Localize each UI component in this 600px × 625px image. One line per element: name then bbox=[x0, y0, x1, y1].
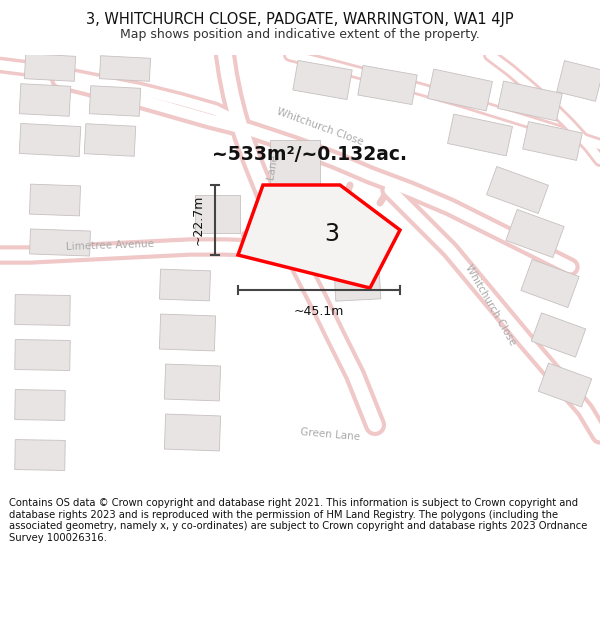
Text: ~45.1m: ~45.1m bbox=[294, 305, 344, 318]
Polygon shape bbox=[25, 54, 76, 81]
Text: Green Lane: Green Lane bbox=[260, 154, 280, 216]
Text: Whitchurch Close: Whitchurch Close bbox=[275, 107, 365, 148]
Polygon shape bbox=[15, 389, 65, 421]
Text: 3: 3 bbox=[325, 222, 340, 246]
Polygon shape bbox=[29, 184, 80, 216]
Polygon shape bbox=[164, 364, 221, 401]
Polygon shape bbox=[15, 339, 70, 371]
Polygon shape bbox=[523, 122, 583, 161]
Polygon shape bbox=[506, 209, 564, 258]
Text: Contains OS data © Crown copyright and database right 2021. This information is : Contains OS data © Crown copyright and d… bbox=[9, 498, 587, 543]
Polygon shape bbox=[100, 56, 151, 81]
Text: Limetree Avenue: Limetree Avenue bbox=[66, 239, 154, 251]
Polygon shape bbox=[531, 313, 586, 357]
Polygon shape bbox=[329, 224, 386, 261]
Polygon shape bbox=[84, 124, 136, 156]
Polygon shape bbox=[19, 124, 81, 156]
Text: Whitchurch Close: Whitchurch Close bbox=[463, 263, 517, 347]
Text: Green Lane: Green Lane bbox=[299, 428, 361, 442]
Text: 3, WHITCHURCH CLOSE, PADGATE, WARRINGTON, WA1 4JP: 3, WHITCHURCH CLOSE, PADGATE, WARRINGTON… bbox=[86, 12, 514, 27]
Polygon shape bbox=[238, 185, 400, 288]
Polygon shape bbox=[358, 66, 417, 104]
Polygon shape bbox=[521, 259, 579, 308]
Polygon shape bbox=[334, 269, 381, 301]
Polygon shape bbox=[557, 61, 600, 101]
Polygon shape bbox=[538, 363, 592, 407]
Polygon shape bbox=[270, 140, 320, 185]
Text: ~533m²/~0.132ac.: ~533m²/~0.132ac. bbox=[212, 146, 407, 164]
Polygon shape bbox=[293, 61, 352, 99]
Polygon shape bbox=[498, 81, 562, 121]
Polygon shape bbox=[19, 84, 71, 116]
Polygon shape bbox=[89, 86, 140, 116]
Polygon shape bbox=[15, 439, 65, 471]
Polygon shape bbox=[448, 114, 512, 156]
Polygon shape bbox=[15, 294, 70, 326]
Text: Map shows position and indicative extent of the property.: Map shows position and indicative extent… bbox=[120, 28, 480, 41]
Polygon shape bbox=[160, 314, 215, 351]
Polygon shape bbox=[160, 269, 211, 301]
Polygon shape bbox=[195, 195, 240, 233]
Polygon shape bbox=[487, 166, 548, 214]
Polygon shape bbox=[29, 229, 91, 256]
Text: ~22.7m: ~22.7m bbox=[192, 195, 205, 245]
Polygon shape bbox=[428, 69, 493, 111]
Polygon shape bbox=[164, 414, 221, 451]
